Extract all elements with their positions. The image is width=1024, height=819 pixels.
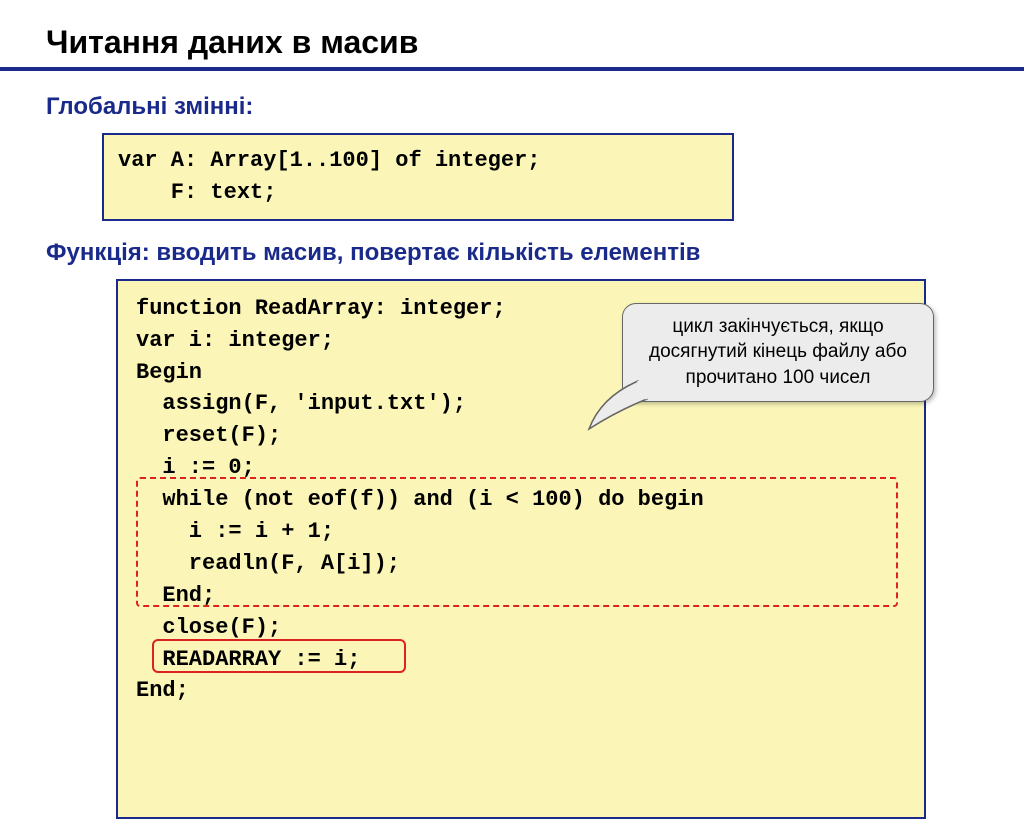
callout-text: цикл закінчується, якщо досягнутий кінец… bbox=[649, 316, 907, 388]
subheading-globals: Глобальні змінні: bbox=[46, 93, 978, 121]
code-function-wrap: function ReadArray: integer; var i: inte… bbox=[116, 279, 926, 819]
callout-loop-end: цикл закінчується, якщо досягнутий кінец… bbox=[622, 303, 934, 402]
code-text: function ReadArray: integer; var i: inte… bbox=[136, 296, 704, 704]
code-globals: var A: Array[1..100] of integer; F: text… bbox=[102, 133, 734, 221]
title-underline bbox=[0, 67, 1024, 71]
slide: Читання даних в масив Глобальні змінні: … bbox=[0, 0, 1024, 819]
subheading-function: Функція: вводить масив, повертає кількіс… bbox=[46, 239, 978, 267]
code-line: F: text; bbox=[118, 180, 276, 205]
slide-title: Читання даних в масив bbox=[46, 24, 978, 61]
code-line: var A: Array[1..100] of integer; bbox=[118, 148, 540, 173]
callout-tail-icon bbox=[583, 375, 653, 435]
